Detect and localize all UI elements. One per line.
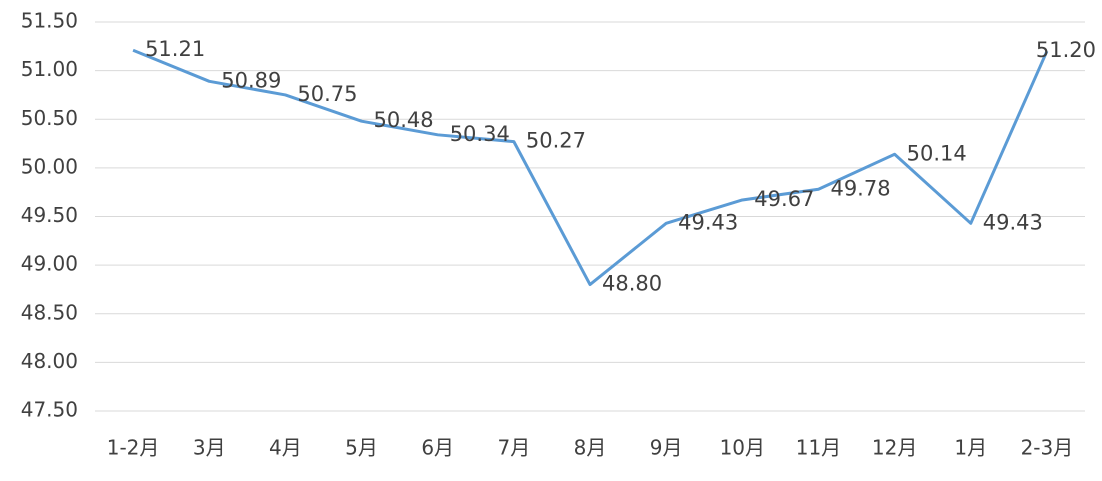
value-label: 50.89 — [221, 68, 281, 92]
y-tick-label: 48.50 — [21, 300, 78, 324]
x-tick-label: 12月 — [872, 436, 917, 460]
y-tick-label: 47.50 — [21, 398, 78, 422]
value-label: 48.80 — [602, 272, 662, 296]
data-line — [132, 48, 1049, 287]
y-tick-label: 49.50 — [21, 203, 78, 227]
value-label: 51.21 — [145, 37, 205, 61]
value-label: 50.34 — [450, 122, 510, 146]
y-tick-label: 50.00 — [21, 154, 78, 178]
x-tick-label: 2-3月 — [1021, 436, 1074, 460]
value-label: 49.43 — [678, 210, 738, 234]
x-tick-label: 3月 — [193, 436, 226, 460]
value-label: 51.20 — [1036, 38, 1096, 62]
x-tick-label: 5月 — [345, 436, 378, 460]
y-tick-label: 48.00 — [21, 349, 78, 373]
x-tick-label: 1月 — [954, 436, 987, 460]
y-tick-label: 51.50 — [21, 9, 78, 33]
y-tick-label: 50.50 — [21, 106, 78, 130]
value-label: 50.48 — [374, 108, 434, 132]
x-tick-label: 7月 — [497, 436, 530, 460]
x-tick-label: 8月 — [574, 436, 607, 460]
value-label: 49.67 — [754, 187, 814, 211]
x-tick-label: 11月 — [796, 436, 841, 460]
value-label: 50.27 — [526, 129, 586, 153]
value-label: 50.14 — [907, 141, 967, 165]
x-tick-label: 9月 — [650, 436, 683, 460]
x-tick-label: 4月 — [269, 436, 302, 460]
y-tick-label: 49.00 — [21, 252, 78, 276]
value-label: 50.75 — [297, 82, 357, 106]
value-label: 49.43 — [983, 210, 1043, 234]
y-tick-label: 51.00 — [21, 57, 78, 81]
x-tick-label: 10月 — [720, 436, 765, 460]
x-tick-label: 1-2月 — [107, 436, 160, 460]
x-tick-label: 6月 — [421, 436, 454, 460]
value-label: 49.78 — [830, 176, 890, 200]
